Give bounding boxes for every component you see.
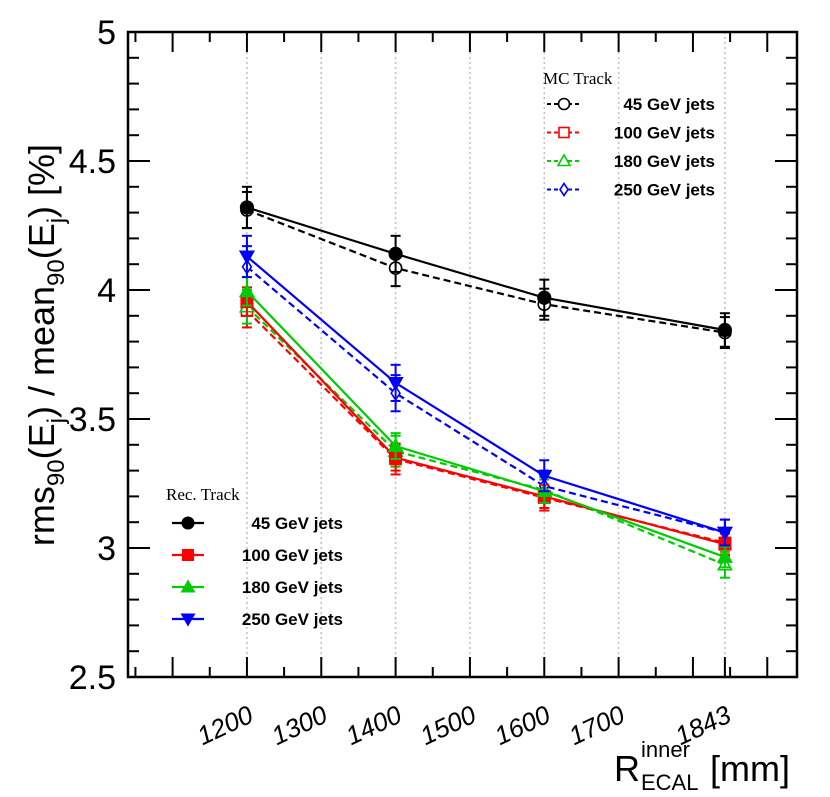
series-line [246,290,726,559]
data-point [558,126,570,139]
legend-rec-label: 100 GeV jets [242,546,343,565]
legend-mc: MC Track 45 GeV jets 100 GeV jets 180 GeV … [543,69,715,200]
data-point [716,526,733,541]
legend-mc-label: 45 GeV jets [623,95,715,114]
data-point [559,182,569,197]
legend-rec-label: 180 GeV jets [242,578,343,597]
x-tick-label: 1200 [192,699,258,751]
data-point [716,548,733,563]
series-250-gev-jets-mc [241,245,731,547]
data-point [387,376,404,392]
series-line [246,309,726,544]
series-line [246,300,726,546]
y-axis-title: rms90(Ej) / mean90(Ej) [%] [21,144,70,546]
series-250-gev-jets-rec [238,234,733,547]
data-point [388,246,403,261]
series-180-gev-jets-mc [238,289,733,579]
legend-rec-label: 45 GeV jets [251,514,343,533]
series-layer [238,185,733,579]
legend-rec: Rec. Track 45 GeV jets 100 GeV jets 180 Ge… [166,485,343,629]
data-point [537,290,552,305]
x-axis-title-superscript: inner [641,737,690,762]
data-point [557,97,571,111]
x-axis-title-unit: [mm] [700,748,790,789]
x-tick-label: 1700 [564,699,630,751]
data-point [180,613,196,627]
y-tick-label: 3.5 [69,401,116,439]
data-point [180,579,196,593]
series-line [246,265,726,534]
legend-rec-title: Rec. Track [166,485,240,504]
legend-rec-label: 250 GeV jets [242,610,343,629]
y-tick-label: 4.5 [69,143,116,181]
data-point [182,549,194,561]
x-tick-label: 1600 [490,699,556,751]
x-tick-label: 1400 [341,699,407,751]
series-line [246,206,726,332]
y-tick-label: 5 [97,14,116,52]
data-point [181,516,195,530]
legend-mc-label: 100 GeV jets [614,124,715,143]
legend-mc-label: 180 GeV jets [614,152,715,171]
x-axis-title-subscript: ECAL [641,770,698,795]
data-point [717,322,732,338]
legend-mc-title: MC Track [543,69,613,88]
data-point [556,153,572,167]
series-line [246,255,726,534]
x-tick-label: 1500 [415,699,481,751]
series-45-gev-jets-rec [239,185,732,348]
y-tick-label: 4 [97,272,116,310]
y-tick-label: 2.5 [69,659,116,697]
data-point [536,469,553,484]
data-point [238,283,255,298]
data-point [238,250,255,265]
data-point [387,437,404,452]
legend-mc-label: 250 GeV jets [614,181,715,200]
series-line [246,208,726,334]
x-axis-title: R [614,748,640,789]
y-tick-label: 3 [97,530,116,568]
x-tick-label: 1300 [267,699,333,751]
plot-frame [126,30,799,679]
data-point [239,200,255,215]
